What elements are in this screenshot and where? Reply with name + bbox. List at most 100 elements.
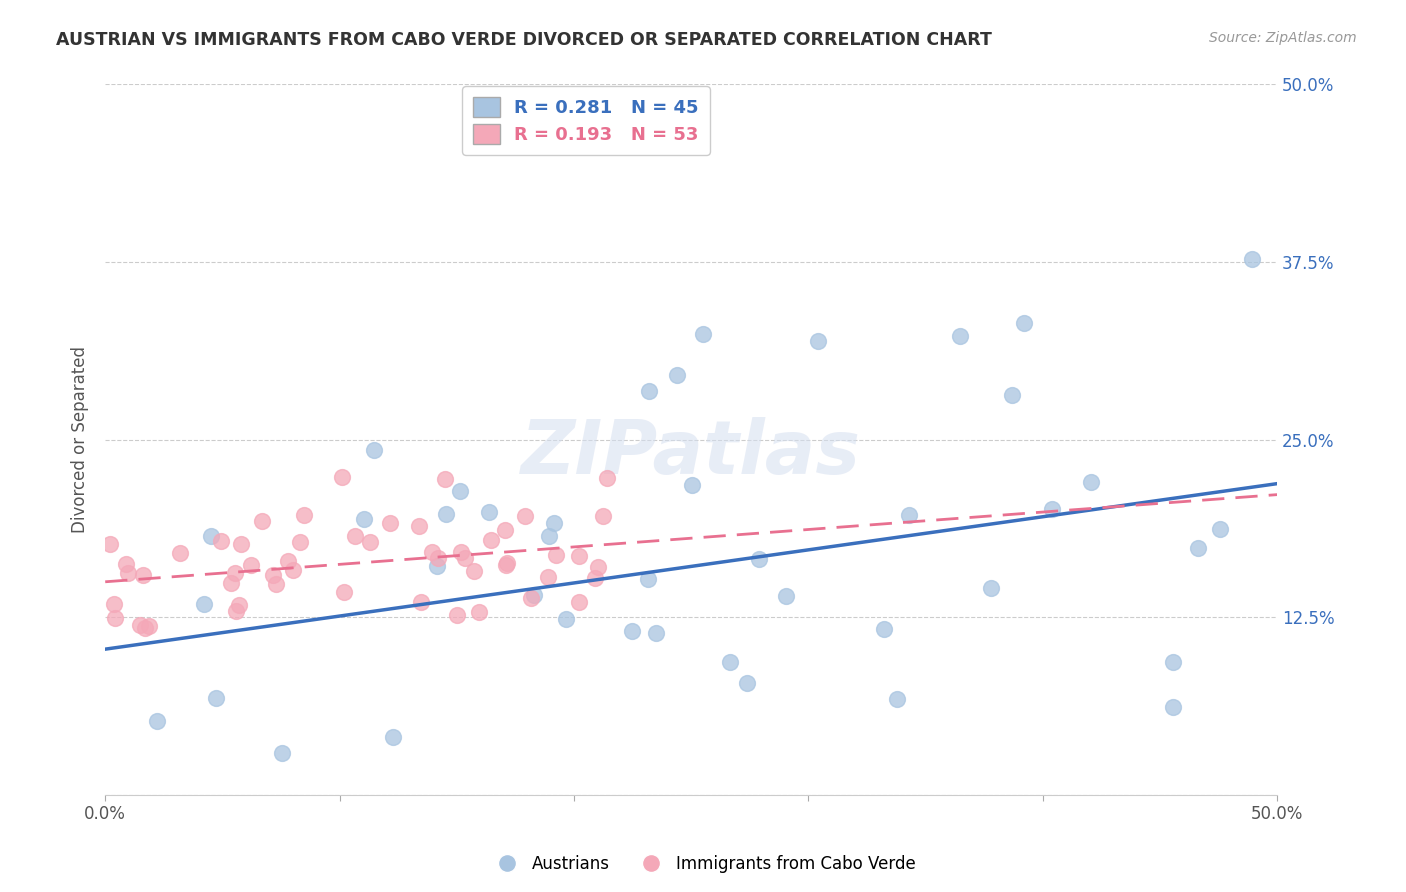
Point [949,329,972,343]
Point [718,655,741,669]
Point [1040,501,1063,516]
Point [426,559,449,574]
Point [169,545,191,559]
Point [353,511,375,525]
Point [276,554,298,568]
Point [1240,252,1263,266]
Point [655,824,678,838]
Point [281,563,304,577]
Point [359,534,381,549]
Point [681,477,703,491]
Point [330,469,353,483]
Point [807,334,830,348]
Point [586,559,609,574]
Point [209,534,232,549]
Point [775,589,797,603]
Point [515,509,537,524]
Point [693,865,716,880]
Point [494,523,516,537]
Point [115,557,138,571]
Point [546,549,568,563]
Point [205,691,228,706]
Point [637,384,659,398]
Text: AUSTRIAN VS IMMIGRANTS FROM CABO VERDE DIVORCED OR SEPARATED CORRELATION CHART: AUSTRIAN VS IMMIGRANTS FROM CABO VERDE D… [56,31,993,49]
Point [420,544,443,558]
Point [1000,387,1022,401]
Point [378,516,401,530]
Point [692,326,714,341]
Point [193,597,215,611]
Point [134,621,156,635]
Point [520,591,543,605]
Legend: R = 0.281   N = 45, R = 0.193   N = 53: R = 0.281 N = 45, R = 0.193 N = 53 [463,87,710,155]
Point [468,605,491,619]
Point [1014,316,1036,330]
Point [128,618,150,632]
Point [98,537,121,551]
Point [748,551,770,566]
Legend: Austrians, Immigrants from Cabo Verde: Austrians, Immigrants from Cabo Verde [484,848,922,880]
Point [592,508,614,523]
Point [555,612,578,626]
Point [221,576,243,591]
Point [138,619,160,633]
Point [543,516,565,530]
Point [478,505,501,519]
Point [596,471,619,485]
Point [481,533,503,548]
Point [1080,475,1102,489]
Text: Source: ZipAtlas.com: Source: ZipAtlas.com [1209,31,1357,45]
Point [886,691,908,706]
Point [897,508,920,522]
Point [228,599,250,613]
Point [229,537,252,551]
Point [537,569,560,583]
Point [200,529,222,543]
Point [568,549,591,564]
Point [496,556,519,570]
Point [645,626,668,640]
Point [523,588,546,602]
Point [252,514,274,528]
Point [240,558,263,572]
Point [434,471,457,485]
Point [450,544,472,558]
Point [449,483,471,498]
Point [735,676,758,690]
Point [344,529,367,543]
Point [434,507,457,521]
Text: ZIPatlas: ZIPatlas [522,417,862,491]
Point [568,595,591,609]
Point [426,551,449,566]
Point [262,568,284,582]
Point [583,572,606,586]
Point [666,368,689,383]
Point [270,747,292,761]
Point [1163,700,1185,714]
Point [290,535,312,549]
Point [463,564,485,578]
Point [333,585,356,599]
Point [264,577,287,591]
Point [104,611,127,625]
Point [454,550,477,565]
Point [411,595,433,609]
Point [873,622,896,636]
Point [132,568,155,582]
Point [621,624,644,638]
Point [446,608,468,623]
Point [1209,522,1232,536]
Point [537,528,560,542]
Point [363,442,385,457]
Point [980,581,1002,595]
Point [224,566,246,581]
Point [495,558,517,572]
Point [103,597,125,611]
Point [146,714,169,728]
Point [225,604,247,618]
Point [292,508,315,522]
Y-axis label: Divorced or Separated: Divorced or Separated [72,346,89,533]
Point [1161,655,1184,669]
Point [382,730,405,744]
Point [637,572,659,586]
